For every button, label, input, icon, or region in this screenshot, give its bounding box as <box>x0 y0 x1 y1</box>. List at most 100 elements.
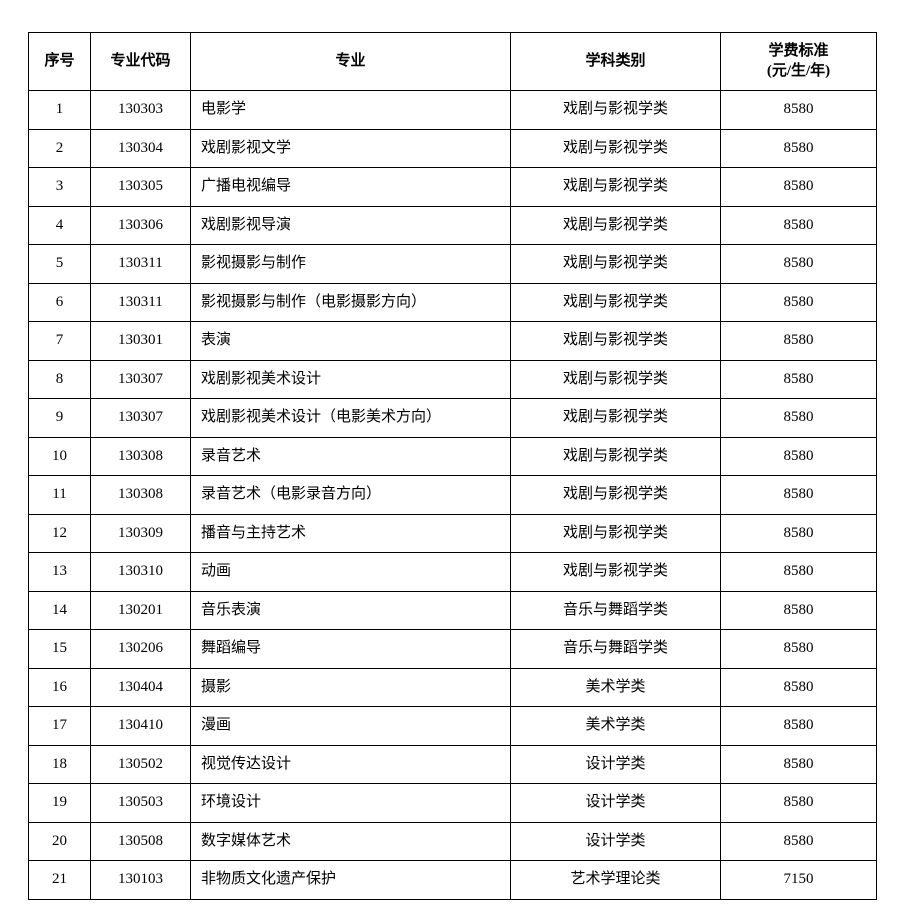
table-cell: 环境设计 <box>191 784 511 823</box>
table-cell: 8580 <box>721 745 877 784</box>
table-row: 17130410漫画美术学类8580 <box>29 707 877 746</box>
table-cell: 非物质文化遗产保护 <box>191 861 511 900</box>
table-row: 11130308录音艺术（电影录音方向）戏剧与影视学类8580 <box>29 476 877 515</box>
table-cell: 戏剧影视导演 <box>191 206 511 245</box>
table-cell: 录音艺术 <box>191 437 511 476</box>
table-cell: 130311 <box>91 283 191 322</box>
table-cell: 10 <box>29 437 91 476</box>
table-row: 15130206舞蹈编导音乐与舞蹈学类8580 <box>29 630 877 669</box>
table-cell: 戏剧与影视学类 <box>511 514 721 553</box>
table-cell: 戏剧与影视学类 <box>511 476 721 515</box>
table-cell: 影视摄影与制作（电影摄影方向） <box>191 283 511 322</box>
table-row: 9130307戏剧影视美术设计（电影美术方向）戏剧与影视学类8580 <box>29 399 877 438</box>
table-cell: 5 <box>29 245 91 284</box>
table-cell: 20 <box>29 822 91 861</box>
table-row: 8130307戏剧影视美术设计戏剧与影视学类8580 <box>29 360 877 399</box>
table-cell: 130404 <box>91 668 191 707</box>
table-header: 序号 专业代码 专业 学科类别 学费标准(元/生/年) <box>29 33 877 91</box>
table-cell: 广播电视编导 <box>191 168 511 207</box>
table-cell: 数字媒体艺术 <box>191 822 511 861</box>
table-cell: 130306 <box>91 206 191 245</box>
col-header-code: 专业代码 <box>91 33 191 91</box>
table-cell: 19 <box>29 784 91 823</box>
table-cell: 摄影 <box>191 668 511 707</box>
table-row: 12130309播音与主持艺术戏剧与影视学类8580 <box>29 514 877 553</box>
table-cell: 1 <box>29 91 91 130</box>
table-cell: 130307 <box>91 399 191 438</box>
table-cell: 11 <box>29 476 91 515</box>
table-cell: 8580 <box>721 707 877 746</box>
table-cell: 8580 <box>721 245 877 284</box>
table-cell: 14 <box>29 591 91 630</box>
table-cell: 戏剧与影视学类 <box>511 168 721 207</box>
table-cell: 8580 <box>721 591 877 630</box>
col-header-category: 学科类别 <box>511 33 721 91</box>
table-row: 4130306戏剧影视导演戏剧与影视学类8580 <box>29 206 877 245</box>
table-cell: 8580 <box>721 168 877 207</box>
col-header-fee: 学费标准(元/生/年) <box>721 33 877 91</box>
table-cell: 21 <box>29 861 91 900</box>
table-body: 1130303电影学戏剧与影视学类85802130304戏剧影视文学戏剧与影视学… <box>29 91 877 900</box>
table-cell: 设计学类 <box>511 784 721 823</box>
table-cell: 130503 <box>91 784 191 823</box>
table-cell: 8580 <box>721 784 877 823</box>
table-cell: 录音艺术（电影录音方向） <box>191 476 511 515</box>
table-row: 3130305广播电视编导戏剧与影视学类8580 <box>29 168 877 207</box>
table-cell: 2 <box>29 129 91 168</box>
table-cell: 设计学类 <box>511 822 721 861</box>
table-cell: 戏剧影视文学 <box>191 129 511 168</box>
table-cell: 戏剧与影视学类 <box>511 283 721 322</box>
table-cell: 美术学类 <box>511 668 721 707</box>
table-row: 21130103非物质文化遗产保护艺术学理论类7150 <box>29 861 877 900</box>
table-cell: 8580 <box>721 322 877 361</box>
table-cell: 9 <box>29 399 91 438</box>
table-cell: 3 <box>29 168 91 207</box>
table-cell: 130508 <box>91 822 191 861</box>
table-cell: 8580 <box>721 822 877 861</box>
table-cell: 戏剧与影视学类 <box>511 245 721 284</box>
table-row: 19130503环境设计设计学类8580 <box>29 784 877 823</box>
table-cell: 戏剧与影视学类 <box>511 91 721 130</box>
table-cell: 13 <box>29 553 91 592</box>
table-cell: 15 <box>29 630 91 669</box>
table-cell: 130206 <box>91 630 191 669</box>
table-row: 14130201音乐表演音乐与舞蹈学类8580 <box>29 591 877 630</box>
table-cell: 戏剧与影视学类 <box>511 129 721 168</box>
table-cell: 7150 <box>721 861 877 900</box>
table-cell: 美术学类 <box>511 707 721 746</box>
table-cell: 7 <box>29 322 91 361</box>
table-cell: 18 <box>29 745 91 784</box>
table-cell: 8580 <box>721 129 877 168</box>
table-cell: 戏剧与影视学类 <box>511 553 721 592</box>
table-cell: 130301 <box>91 322 191 361</box>
table-cell: 6 <box>29 283 91 322</box>
table-cell: 12 <box>29 514 91 553</box>
table-cell: 8580 <box>721 668 877 707</box>
table-row: 6130311影视摄影与制作（电影摄影方向）戏剧与影视学类8580 <box>29 283 877 322</box>
table-cell: 130103 <box>91 861 191 900</box>
table-row: 16130404摄影美术学类8580 <box>29 668 877 707</box>
table-cell: 16 <box>29 668 91 707</box>
table-cell: 漫画 <box>191 707 511 746</box>
table-cell: 8580 <box>721 399 877 438</box>
table-cell: 音乐与舞蹈学类 <box>511 591 721 630</box>
table-cell: 戏剧与影视学类 <box>511 206 721 245</box>
table-cell: 17 <box>29 707 91 746</box>
table-cell: 戏剧影视美术设计（电影美术方向） <box>191 399 511 438</box>
table-cell: 戏剧与影视学类 <box>511 360 721 399</box>
table-cell: 播音与主持艺术 <box>191 514 511 553</box>
table-cell: 130308 <box>91 476 191 515</box>
table-cell: 8580 <box>721 91 877 130</box>
table-cell: 130201 <box>91 591 191 630</box>
table-cell: 设计学类 <box>511 745 721 784</box>
table-cell: 8580 <box>721 437 877 476</box>
table-cell: 动画 <box>191 553 511 592</box>
table-cell: 视觉传达设计 <box>191 745 511 784</box>
table-cell: 130305 <box>91 168 191 207</box>
page: 序号 专业代码 专业 学科类别 学费标准(元/生/年) 1130303电影学戏剧… <box>0 0 904 906</box>
table-cell: 音乐表演 <box>191 591 511 630</box>
table-cell: 戏剧与影视学类 <box>511 399 721 438</box>
table-row: 7130301表演戏剧与影视学类8580 <box>29 322 877 361</box>
table-cell: 戏剧与影视学类 <box>511 437 721 476</box>
table-cell: 8580 <box>721 514 877 553</box>
